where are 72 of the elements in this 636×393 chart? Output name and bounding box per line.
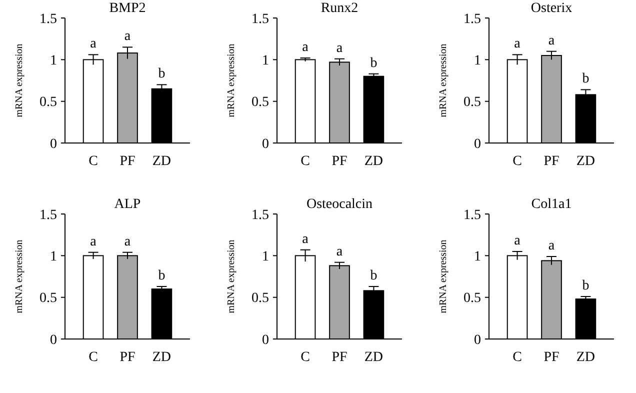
y-tick-label: 0.5 [252,291,269,306]
chart-title: Osteocalcin [306,197,373,212]
y-tick-label: 0.5 [40,291,57,306]
annotation: a [302,232,310,247]
y-tick-label: 1 [262,250,269,265]
x-tick-label: ZD [364,154,384,169]
y-tick-label: 0 [50,332,57,348]
y-tick-label: 1.5 [252,208,269,223]
y-axis-title: mRNA expression [226,240,237,314]
annotation: b [582,278,590,294]
annotation: a [548,33,556,48]
y-tick-label: 1 [50,54,57,69]
annotation: b [370,268,378,284]
y-tick-label: 0 [474,136,481,152]
annotation: a [514,234,522,248]
y-tick-label: 0 [262,136,269,152]
y-axis-title: mRNA expression [438,240,449,314]
annotation: a [124,234,132,250]
y-axis-title: mRNA expression [226,44,237,118]
annotation: a [548,238,556,254]
y-axis-title: mRNA expression [14,44,25,118]
x-tick-label: PF [332,154,348,169]
annotation: a [514,36,522,52]
x-tick-label: ZD [576,350,596,365]
x-tick-label: PF [544,154,560,169]
chart-title: Col1a1 [531,197,572,212]
y-tick-label: 1 [474,250,481,265]
x-tick-label: C [88,350,98,365]
y-tick-label: 1.5 [464,208,481,223]
annotation: a [336,244,344,260]
x-tick-label: C [88,154,98,169]
annotation: b [370,56,378,71]
y-tick-label: 0.5 [40,95,57,110]
y-tick-label: 1 [262,54,269,69]
y-tick-label: 0.5 [464,291,481,306]
x-tick-label: ZD [576,154,596,169]
annotation: b [158,66,166,82]
annotation: b [158,268,166,284]
y-tick-label: 1 [50,250,57,265]
x-tick-label: PF [120,154,136,169]
x-tick-label: ZD [152,350,172,365]
x-tick-label: PF [544,350,560,365]
y-axis-title: mRNA expression [438,44,449,118]
x-tick-label: ZD [152,154,172,169]
x-tick-label: C [300,350,310,365]
annotation: a [302,40,310,55]
x-tick-label: C [512,154,522,169]
x-tick-label: ZD [364,350,384,365]
y-tick-label: 1.5 [40,12,57,27]
y-tick-label: 0 [50,136,57,152]
chart-title: BMP2 [109,1,146,16]
x-tick-label: PF [120,350,136,365]
x-tick-label: C [512,350,522,365]
y-tick-label: 1 [474,54,481,69]
y-tick-label: 0.5 [464,95,481,110]
annotation: b [582,72,590,87]
x-tick-label: PF [332,350,348,365]
x-tick-label: C [300,154,310,169]
chart-title: ALP [114,197,141,212]
chart-title: Runx2 [320,1,358,16]
y-axis-title: mRNA expression [14,240,25,314]
y-tick-label: 1.5 [252,12,269,27]
y-tick-label: 0.5 [252,95,269,110]
annotation: a [90,234,98,250]
y-tick-label: 1.5 [464,12,481,27]
y-tick-label: 1.5 [40,208,57,223]
y-tick-label: 0 [262,332,269,348]
chart-title: Osterix [530,1,572,16]
annotation: a [124,29,132,44]
annotation: a [336,40,344,56]
annotation: a [90,36,98,52]
y-tick-label: 0 [474,332,481,348]
